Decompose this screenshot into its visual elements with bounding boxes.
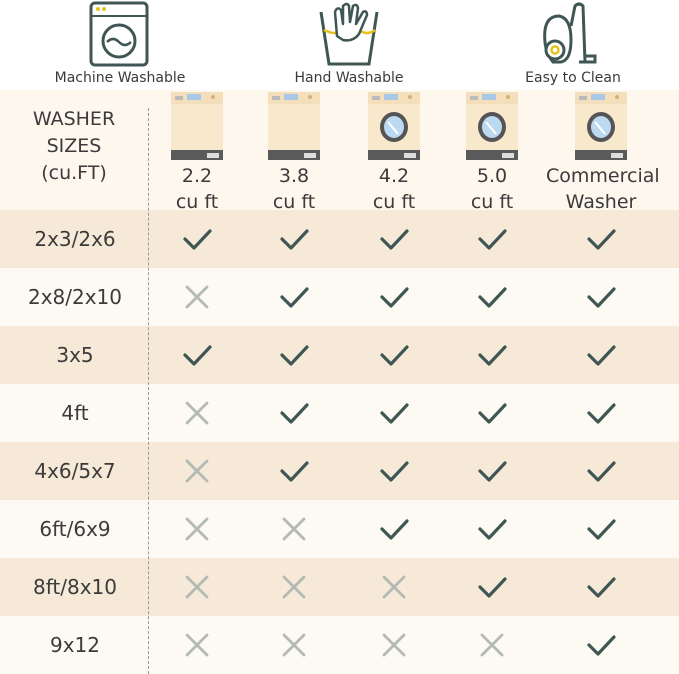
- cross-icon: [185, 633, 209, 657]
- column-label: Commercial: [546, 165, 660, 187]
- cross-icon: [185, 401, 209, 425]
- check-icon: [380, 519, 409, 540]
- check-icon: [478, 519, 507, 540]
- cross-icon: [382, 575, 406, 599]
- size-label: 6ft/6x9: [39, 517, 111, 541]
- check-icon: [587, 229, 616, 250]
- table-row: 4x6/5x7: [0, 442, 679, 500]
- feature-label: Machine Washable: [54, 70, 186, 86]
- size-label: 3x5: [56, 343, 94, 367]
- table-row: 9x12: [0, 616, 679, 674]
- header-text: (cu.FT): [41, 162, 107, 184]
- column-label: cu ft: [272, 191, 316, 213]
- check-icon: [478, 345, 507, 366]
- size-label: 4ft: [61, 401, 89, 425]
- cross-icon: [480, 633, 504, 657]
- feature-label: Hand Washable: [294, 70, 404, 86]
- column-label: 2.2: [181, 165, 213, 187]
- check-icon: [280, 461, 309, 482]
- check-icon: [587, 635, 616, 656]
- column-label: cu ft: [470, 191, 514, 213]
- features-bar: Machine Washable Hand Washable Easy to C…: [0, 0, 679, 90]
- column-divider: [148, 108, 149, 674]
- column-header: 5.0 cu ft: [437, 90, 547, 214]
- size-label: 4x6/5x7: [34, 459, 116, 483]
- cross-icon: [282, 633, 306, 657]
- check-icon: [587, 287, 616, 308]
- check-icon: [183, 345, 212, 366]
- check-icon: [478, 577, 507, 598]
- column-label: 3.8: [278, 165, 310, 187]
- check-icon: [587, 519, 616, 540]
- column-label: Washer: [565, 191, 637, 213]
- column-header: 2.2 cu ft: [142, 90, 252, 214]
- washer-sizes-header: WASHER SIZES (cu.FT): [0, 106, 148, 187]
- washer-icon: [575, 92, 627, 160]
- cross-icon: [185, 517, 209, 541]
- check-icon: [183, 229, 212, 250]
- size-label: 2x8/2x10: [27, 285, 123, 309]
- table-row: 2x3/2x6: [0, 210, 679, 268]
- table-row: 3x5: [0, 326, 679, 384]
- table-row: 2x8/2x10: [0, 268, 679, 326]
- column-label: cu ft: [372, 191, 416, 213]
- washer-icon: [368, 92, 420, 160]
- column-header: Commercial Washer: [546, 90, 660, 214]
- check-icon: [280, 287, 309, 308]
- hand-wash-icon: [319, 2, 379, 66]
- check-icon: [380, 229, 409, 250]
- size-label: 2x3/2x6: [34, 227, 116, 251]
- column-header: 3.8 cu ft: [239, 90, 349, 214]
- check-icon: [380, 461, 409, 482]
- check-icon: [280, 403, 309, 424]
- check-icon: [587, 461, 616, 482]
- table-row: 4ft: [0, 384, 679, 442]
- size-label: 8ft/8x10: [32, 575, 117, 599]
- cross-icon: [282, 517, 306, 541]
- washer-icon: [268, 92, 320, 160]
- check-icon: [587, 403, 616, 424]
- feature-machine-washable: Machine Washable: [20, 0, 220, 86]
- check-icon: [587, 577, 616, 598]
- feature-easy-to-clean: Easy to Clean: [473, 0, 673, 86]
- header-text: WASHER: [32, 108, 116, 130]
- cross-icon: [185, 575, 209, 599]
- column-header: 4.2 cu ft: [339, 90, 449, 214]
- cross-icon: [282, 575, 306, 599]
- check-icon: [380, 287, 409, 308]
- check-icon: [478, 229, 507, 250]
- feature-hand-washable: Hand Washable: [249, 0, 449, 86]
- column-label: 4.2: [378, 165, 410, 187]
- check-icon: [380, 403, 409, 424]
- column-label: 5.0: [476, 165, 508, 187]
- washer-icon: [171, 92, 223, 160]
- check-icon: [587, 345, 616, 366]
- check-icon: [280, 345, 309, 366]
- check-icon: [478, 287, 507, 308]
- table-row: 8ft/8x10: [0, 558, 679, 616]
- feature-label: Easy to Clean: [525, 70, 621, 86]
- cross-icon: [382, 633, 406, 657]
- header-text: SIZES: [46, 135, 102, 157]
- check-icon: [478, 461, 507, 482]
- washing-machine-icon: [89, 1, 149, 67]
- table-header: WASHER SIZES (cu.FT) 2.2 cu ft 3.8 cu ft 4.2…: [0, 90, 679, 213]
- size-label: 9x12: [49, 633, 100, 657]
- check-icon: [478, 403, 507, 424]
- cross-icon: [185, 459, 209, 483]
- washer-icon: [466, 92, 518, 160]
- vacuum-cleaner-icon: [543, 2, 597, 64]
- cross-icon: [185, 285, 209, 309]
- check-icon: [380, 345, 409, 366]
- column-label: cu ft: [175, 191, 219, 213]
- check-icon: [280, 229, 309, 250]
- table-row: 6ft/6x9: [0, 500, 679, 558]
